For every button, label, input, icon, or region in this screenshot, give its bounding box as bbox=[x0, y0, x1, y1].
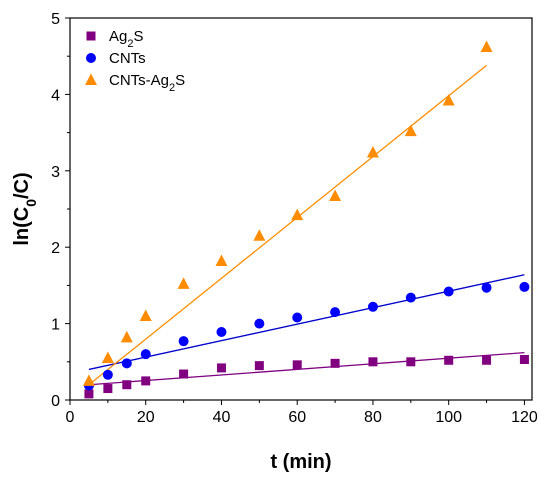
x-axis-ticks: 0 20 40 60 80 100 120 bbox=[66, 400, 538, 426]
x-tick-label: 80 bbox=[364, 409, 382, 426]
legend-marker-ag2s bbox=[86, 31, 96, 41]
data-point-cnts-ag2s bbox=[480, 40, 493, 53]
data-point-ag2s bbox=[179, 369, 189, 379]
x-tick-label: 100 bbox=[435, 409, 462, 426]
y-tick-label: 2 bbox=[51, 240, 60, 257]
x-tick-label: 20 bbox=[137, 409, 155, 426]
data-point-cnts bbox=[330, 307, 341, 318]
data-point-cnts bbox=[254, 318, 265, 329]
fit-lines bbox=[88, 64, 525, 386]
legend-marker-cnts-ag2s bbox=[85, 73, 97, 85]
data-point-cnts-ag2s bbox=[253, 229, 266, 241]
legend-label-cnts-ag2s: CNTs-Ag2S bbox=[109, 72, 185, 94]
data-point-cnts-ag2s bbox=[291, 208, 304, 221]
data-point-cnts-ag2s bbox=[329, 189, 342, 202]
x-tick-label: 40 bbox=[213, 409, 231, 426]
data-point-ag2s bbox=[292, 360, 302, 370]
data-point-cnts bbox=[178, 336, 189, 347]
data-point-cnts-ag2s bbox=[120, 330, 133, 343]
legend-label-ag2s: Ag2S bbox=[109, 28, 144, 50]
data-point-ag2s bbox=[216, 363, 226, 373]
legend: Ag2S CNTs CNTs-Ag2S bbox=[85, 28, 185, 94]
data-point-cnts-ag2s bbox=[404, 124, 417, 137]
data-point-ag2s bbox=[519, 355, 529, 365]
fit-line-cnts-ag2s bbox=[88, 64, 487, 386]
y-axis-ticks: 0 1 2 3 4 5 bbox=[51, 11, 70, 410]
y-tick-label: 0 bbox=[51, 393, 60, 410]
data-point-ag2s bbox=[122, 380, 132, 390]
data-point-ag2s bbox=[406, 357, 416, 367]
data-point-cnts bbox=[481, 282, 492, 293]
x-tick-label: 0 bbox=[66, 409, 75, 426]
data-point-cnts-ag2s bbox=[177, 277, 190, 289]
data-point-cnts-ag2s bbox=[82, 374, 95, 386]
data-point-ag2s bbox=[254, 361, 264, 371]
y-axis-title-subscript: 0 bbox=[23, 199, 39, 207]
y-axis-title: ln(C0/C) bbox=[11, 172, 39, 245]
data-point-ag2s bbox=[330, 358, 340, 368]
fit-line-ag2s bbox=[88, 351, 525, 386]
y-tick-label: 3 bbox=[51, 164, 60, 181]
data-point-ag2s bbox=[444, 355, 454, 365]
data-point-cnts bbox=[367, 301, 378, 312]
data-point-cnts bbox=[405, 292, 416, 303]
data-point-ag2s bbox=[84, 389, 94, 399]
x-axis-title: t (min) bbox=[270, 451, 331, 473]
data-point-cnts-ag2s bbox=[366, 145, 379, 158]
data-point-ag2s bbox=[482, 355, 492, 365]
data-point-cnts-ag2s bbox=[215, 254, 228, 266]
data-point-cnts bbox=[519, 281, 530, 292]
data-point-ag2s bbox=[368, 357, 378, 367]
data-point-cnts bbox=[140, 349, 151, 360]
legend-label-cnts: CNTs bbox=[109, 50, 146, 67]
data-point-cnts bbox=[102, 369, 113, 380]
data-point-cnts-ag2s bbox=[101, 351, 114, 363]
legend-marker-cnts bbox=[86, 53, 96, 63]
data-point-cnts-ag2s bbox=[139, 309, 152, 321]
data-point-ag2s bbox=[103, 384, 113, 394]
data-point-cnts-ag2s bbox=[442, 94, 455, 106]
fit-line-cnts bbox=[88, 274, 525, 371]
y-tick-label: 1 bbox=[51, 317, 60, 334]
y-tick-label: 4 bbox=[51, 87, 60, 104]
y-axis-title-base: ln(C bbox=[11, 207, 33, 246]
x-tick-label: 120 bbox=[511, 409, 538, 426]
data-point-cnts bbox=[292, 312, 303, 323]
x-tick-label: 60 bbox=[288, 409, 306, 426]
data-point-cnts bbox=[216, 327, 227, 338]
y-axis-title-tail: /C) bbox=[11, 172, 33, 199]
data-point-cnts bbox=[121, 358, 132, 369]
data-point-cnts bbox=[443, 286, 454, 297]
data-point-ag2s bbox=[141, 376, 151, 386]
data-markers bbox=[82, 40, 530, 399]
y-tick-label: 5 bbox=[51, 11, 60, 28]
